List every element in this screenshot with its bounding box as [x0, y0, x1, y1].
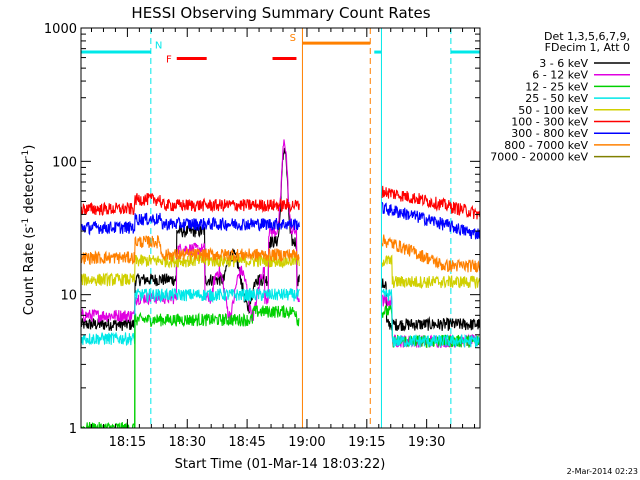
series-line-0-segment-0: [81, 147, 300, 331]
series-line-7-segment-0: [81, 235, 300, 266]
y-tick-label-2: 100: [52, 155, 77, 170]
legend-label-8: 7000 - 20000 keV: [490, 151, 588, 164]
y-axis-label-main: Count Rate (s: [22, 227, 37, 316]
legend-label-2: 12 - 25 keV: [525, 80, 588, 93]
y-axis-label: Count Rate (s-1 detector-1): [21, 145, 37, 316]
y-axis-label-mid: detector: [22, 158, 37, 218]
x-tick-label-4: 19:15: [348, 435, 385, 450]
x-tick-label-3: 19:00: [288, 435, 325, 450]
legend-label-6: 300 - 800 keV: [511, 127, 588, 140]
legend-label-1: 6 - 12 keV: [532, 69, 588, 82]
night-flag-label: N: [155, 41, 162, 52]
footer-timestamp: 2-Mar-2014 02:23: [567, 467, 638, 476]
series-line-5-segment-1: [381, 185, 480, 220]
series-line-7-segment-1: [381, 234, 480, 273]
y-tick-label-0: 1: [69, 422, 77, 437]
y-tick-label-1: 10: [60, 289, 77, 304]
y-axis-label-end: ): [22, 145, 37, 150]
x-tick-label-2: 18:45: [228, 435, 265, 450]
legend-header-2: FDecim 1, Att 0: [545, 41, 630, 54]
y-axis-label-sup1: -1: [21, 218, 31, 227]
chart-title: HESSI Observing Summary Count Rates: [131, 4, 430, 22]
series-line-6-segment-1: [381, 202, 480, 240]
legend-label-3: 25 - 50 keV: [525, 92, 588, 105]
x-axis-label: Start Time (01-Mar-14 18:03:22): [175, 457, 386, 472]
x-tick-label-1: 18:30: [169, 435, 206, 450]
series-line-6-segment-0: [81, 212, 300, 236]
series-line-3-segment-0: [81, 287, 300, 346]
flare-flag-label: F: [166, 55, 172, 66]
series-line-2-segment-0: [81, 305, 300, 428]
axes-group: 1 10 100 1000 18:15 18:30 18:45 19:00 19:15 19:30…: [44, 22, 481, 450]
x-tick-label-5: 19:30: [408, 435, 445, 450]
series-line-1-segment-1: [381, 293, 480, 349]
series-line-4-segment-1: [381, 254, 480, 289]
legend-label-7: 800 - 7000 keV: [504, 139, 588, 152]
y-axis-label-sup2: -1: [21, 150, 31, 159]
saa-flag-label: S: [290, 33, 296, 44]
legend-label-4: 50 - 100 keV: [518, 104, 588, 117]
series-line-3-segment-1: [381, 288, 480, 349]
x-tick-label-0: 18:15: [109, 435, 146, 450]
legend-label-0: 3 - 6 keV: [539, 57, 588, 70]
legend-header-1: Det 1,3,5,6,7,9,: [544, 30, 630, 43]
legend-label-5: 100 - 300 keV: [511, 116, 588, 129]
y-tick-label-3: 1000: [44, 22, 77, 37]
plot-frame: [80, 27, 481, 429]
series-line-0-segment-1: [381, 278, 480, 332]
data-series-group: [81, 28, 480, 428]
series-line-5-segment-0: [81, 193, 300, 217]
